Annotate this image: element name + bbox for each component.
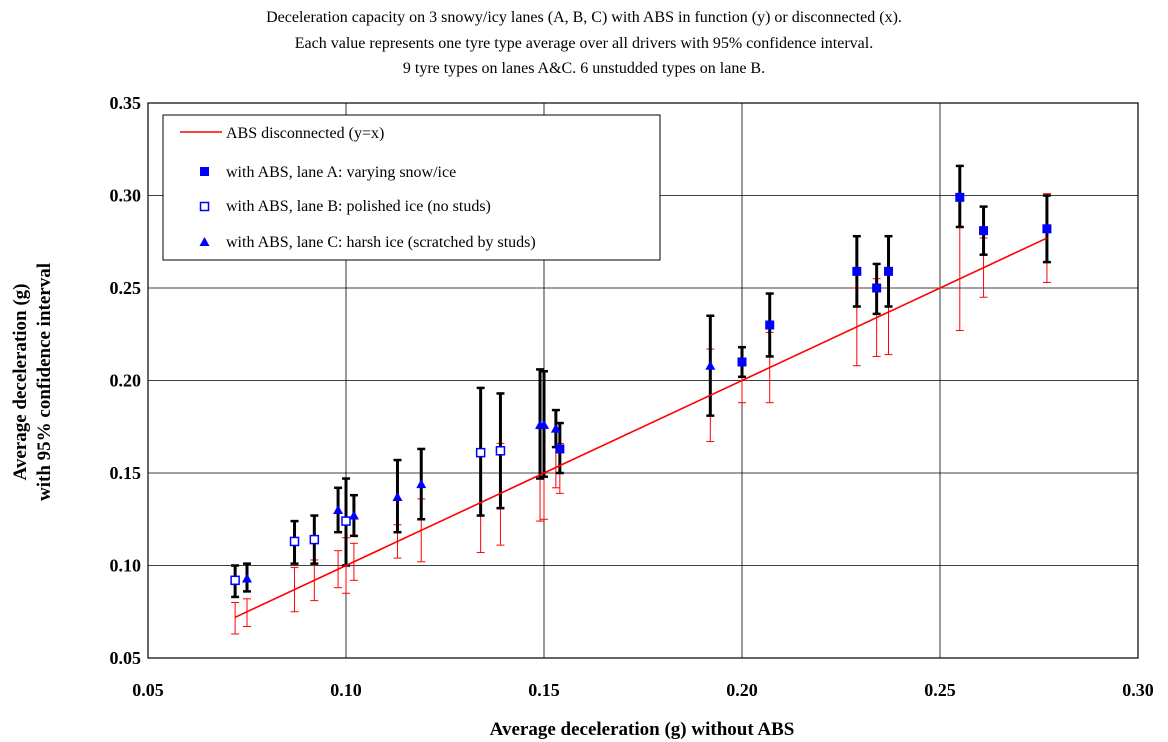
y-tick-label: 0.05 (110, 648, 142, 668)
x-tick-label: 0.20 (726, 680, 758, 700)
data-point-lane-b (309, 534, 320, 545)
data-point-lane-c (416, 479, 427, 489)
data-point-lane-c (392, 492, 403, 502)
legend: ABS disconnected (y=x) with ABS, lane A:… (162, 114, 661, 261)
legend-label-line: ABS disconnected (y=x) (226, 125, 384, 142)
x-tick-label: 0.05 (132, 680, 164, 700)
y-axis-label-line-2: with 95% confidence interval (34, 263, 55, 501)
data-point-lane-c (242, 573, 252, 583)
data-point-lane-c (705, 360, 716, 370)
data-point-lane-b (495, 446, 506, 456)
legend-label-lane-c: with ABS, lane C: harsh ice (scratched b… (226, 234, 536, 251)
reference-line-group (234, 237, 1048, 619)
data-point-lane-a (955, 192, 965, 202)
y-tick-label: 0.20 (110, 371, 142, 391)
legend-filled-square-swatch (200, 167, 209, 176)
y-axis-label-line-1: Average deceleration (g) (10, 284, 31, 481)
y-tick-label: 0.30 (110, 186, 142, 206)
legend-label-lane-b: with ABS, lane B: polished ice (no studs… (226, 198, 491, 215)
y-tick-label: 0.10 (110, 556, 142, 576)
legend-box (162, 114, 661, 261)
x-axis-label: Average deceleration (g) without ABS (490, 719, 795, 740)
y-tick-labels: 0.05 0.10 0.15 0.20 0.25 0.30 0.35 (110, 93, 142, 668)
data-point-lane-c (348, 510, 359, 520)
data-point-lane-a (765, 320, 775, 330)
data-point-lane-c (333, 505, 344, 514)
x-tick-label: 0.10 (330, 680, 362, 700)
data-point-lane-b (475, 447, 486, 458)
data-point-lane-a (737, 357, 747, 367)
data-point-lane-a (1042, 224, 1052, 234)
legend-open-square-swatch (199, 201, 210, 212)
x-tick-label: 0.30 (1122, 680, 1154, 700)
data-point-lane-a (884, 266, 894, 276)
reference-line-y-equals-x (234, 237, 1048, 619)
y-tick-label: 0.35 (110, 93, 142, 113)
plot-area-frame (147, 102, 1139, 659)
data-point-lane-a (555, 444, 565, 454)
chart-title-line-2: Each value represents one tyre type aver… (294, 35, 874, 52)
legend-triangle-swatch (199, 237, 210, 246)
data-point-lane-c (550, 423, 561, 433)
x-tick-labels: 0.05 0.10 0.15 0.20 0.25 0.30 (132, 680, 1154, 700)
data-markers (230, 192, 1052, 586)
data-point-lane-a (872, 283, 882, 293)
chart-title-line-3: 9 tyre types on lanes A&C. 6 unstudded t… (402, 60, 766, 77)
y-tick-label: 0.15 (110, 463, 142, 483)
data-point-lane-a (979, 226, 989, 236)
data-point-lane-a (852, 266, 862, 276)
data-point-lane-b (289, 536, 300, 547)
y-tick-label: 0.25 (110, 278, 142, 298)
chart-title-line-1: Deceleration capacity on 3 snowy/icy lan… (266, 9, 902, 26)
x-tick-label: 0.15 (528, 680, 560, 700)
x-tick-label: 0.25 (924, 680, 956, 700)
data-point-lane-b (341, 516, 351, 526)
legend-label-lane-a: with ABS, lane A: varying snow/ice (226, 164, 456, 181)
data-point-lane-b (230, 575, 240, 586)
data-point-lane-c (539, 419, 549, 429)
